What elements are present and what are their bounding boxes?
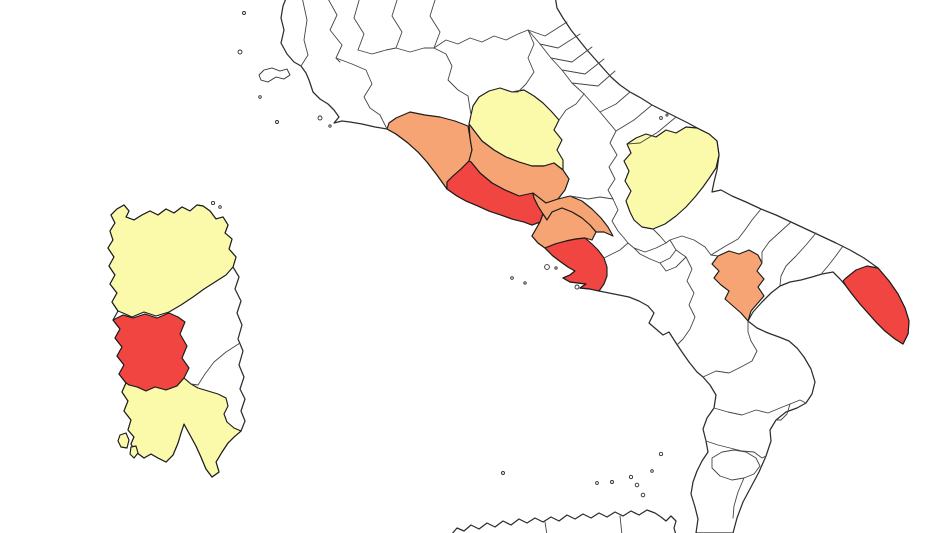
island-elba — [258, 67, 291, 83]
island-ischia — [544, 264, 550, 270]
choropleth-regions — [107, 87, 910, 478]
island-alicudi — [595, 481, 599, 485]
island-capri — [574, 284, 580, 290]
island-panarea — [650, 469, 654, 473]
island-vulcano — [640, 492, 646, 498]
island-ustica — [501, 471, 505, 475]
island-stromboli — [658, 451, 664, 457]
region-napoli — [544, 237, 608, 292]
island-ventotene — [523, 281, 527, 285]
island-procida — [554, 266, 558, 270]
island-lipari — [634, 482, 640, 488]
region-matera — [711, 249, 765, 322]
region-lecce — [842, 265, 910, 345]
province-borders — [190, 0, 844, 533]
region-oristano — [112, 312, 190, 392]
island-filicudi — [610, 480, 614, 484]
island-sant-antioco — [117, 432, 130, 449]
island-giglio — [317, 115, 323, 121]
island-montecristo — [275, 120, 279, 124]
island-maddalena-1 — [210, 200, 216, 206]
region-campobasso — [623, 126, 720, 230]
region-sassari — [107, 204, 237, 318]
island-san-pietro — [129, 445, 139, 459]
island-giannutri — [328, 124, 332, 128]
island-ponza — [510, 276, 514, 280]
sicily-edge — [451, 509, 677, 533]
island-maddalena-2 — [218, 205, 222, 209]
island-salina — [628, 474, 634, 480]
island-pianosa — [258, 95, 262, 99]
island-tremiti-1 — [659, 116, 663, 120]
small-islands — [210, 11, 669, 498]
island-capraia — [237, 49, 243, 55]
island-gorgona — [242, 11, 246, 15]
island-tremiti-2 — [665, 113, 669, 117]
